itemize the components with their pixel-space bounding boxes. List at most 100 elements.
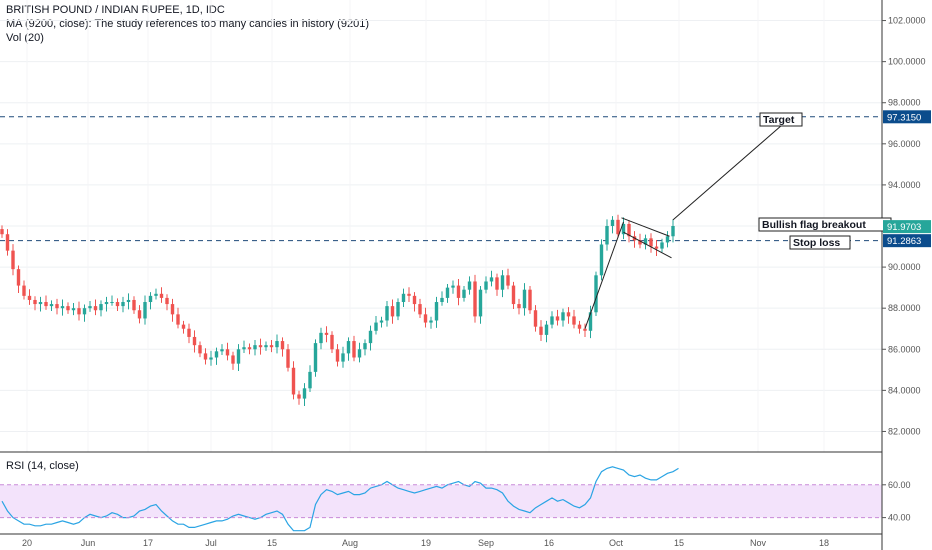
rsi-tick-label: 40.00: [888, 513, 911, 523]
candle: [654, 239, 659, 256]
candle-body: [605, 226, 609, 245]
candle: [5, 229, 10, 256]
candle: [665, 231, 670, 248]
candle: [385, 300, 389, 327]
candle: [555, 309, 560, 326]
candle-body: [44, 302, 48, 307]
candle: [341, 346, 345, 368]
candle-body: [561, 312, 565, 321]
time-tick-label: Sep: [478, 538, 494, 548]
candle-body: [110, 302, 114, 304]
candle-body: [407, 293, 411, 296]
candle: [440, 291, 444, 306]
candle-body: [456, 285, 461, 298]
price-tick-label: 86.0000: [888, 344, 921, 354]
candle: [242, 340, 246, 353]
candle: [55, 298, 59, 315]
target-price-tag-bg: [883, 110, 931, 124]
candle: [572, 309, 576, 329]
candle: [445, 283, 450, 303]
time-tick-label: Jul: [205, 538, 217, 548]
annotation-box: [789, 235, 851, 250]
flag-upper-line: [621, 217, 670, 237]
flag-lower-line: [623, 231, 672, 259]
candle-body: [11, 250, 15, 270]
candle-body: [0, 229, 4, 235]
candle-body: [495, 277, 499, 290]
time-tick-label: 16: [544, 538, 554, 548]
candle-body: [462, 289, 466, 298]
candle: [27, 289, 32, 305]
candle-body: [203, 353, 208, 360]
candle-body: [313, 343, 318, 372]
candle-body: [192, 336, 197, 346]
candle-body: [159, 293, 164, 298]
candle: [429, 316, 433, 329]
price-tick-label: 94.0000: [888, 180, 921, 190]
candle: [379, 316, 384, 328]
candle: [170, 298, 175, 322]
candle-body: [654, 246, 659, 249]
candle-body: [467, 281, 472, 290]
candle-body: [38, 302, 43, 305]
time-tick-label: Nov: [750, 538, 767, 548]
candle-body: [500, 275, 505, 290]
candle: [297, 390, 301, 405]
candle: [104, 296, 109, 312]
candle: [165, 294, 169, 311]
candle-body: [627, 223, 631, 237]
candle: [280, 337, 285, 357]
candle: [330, 331, 334, 353]
candle: [390, 299, 395, 324]
candle: [632, 231, 637, 248]
candle: [599, 239, 604, 281]
candle-body: [253, 345, 257, 350]
candle-body: [148, 295, 153, 303]
candle-body: [489, 277, 494, 282]
candle-body: [269, 345, 274, 348]
annotation-text: Bullish flag breakout: [762, 219, 866, 231]
annotation-target: Target: [759, 112, 803, 127]
candle-body: [610, 219, 615, 226]
candle: [286, 344, 290, 372]
candle: [500, 270, 505, 298]
candle: [302, 383, 307, 406]
candle: [44, 295, 48, 310]
last-price-tag: 91.9703: [883, 220, 931, 234]
candle-body: [555, 316, 560, 321]
candle-body: [198, 345, 202, 354]
candle-body: [247, 347, 252, 350]
candle-body: [88, 306, 92, 309]
candle-body: [335, 349, 340, 362]
candle: [660, 238, 664, 253]
rsi-tick-label: 60.00: [888, 480, 911, 490]
candle-body: [478, 289, 483, 317]
candle: [93, 299, 98, 316]
candle: [588, 305, 593, 339]
candle-body: [517, 304, 521, 309]
candle: [231, 351, 235, 370]
last-price-tag-bg: [883, 220, 931, 234]
candle: [247, 343, 252, 355]
candle-body: [330, 334, 334, 350]
candle-body: [660, 242, 664, 249]
flag-pattern: [584, 122, 785, 329]
candle: [126, 293, 131, 310]
target-price-tag: 97.3150: [883, 110, 931, 124]
candle-body: [49, 304, 54, 307]
candle-body: [165, 297, 169, 305]
time-tick-label: Oct: [609, 538, 624, 548]
price-axis: 82.000084.000086.000088.000090.000092.00…: [882, 16, 926, 436]
time-tick-label: Aug: [342, 538, 358, 548]
candle: [115, 298, 120, 312]
candle: [456, 279, 461, 306]
candle-body: [209, 357, 213, 360]
candle-body: [115, 302, 120, 307]
candle: [544, 320, 549, 343]
symbol-title: BRITISH POUND / INDIAN RUPEE, 1D, IDC: [6, 4, 225, 16]
horizontal-lines: [0, 116, 882, 242]
candle-body: [429, 320, 433, 323]
candle-body: [236, 349, 241, 364]
candle: [38, 296, 43, 312]
